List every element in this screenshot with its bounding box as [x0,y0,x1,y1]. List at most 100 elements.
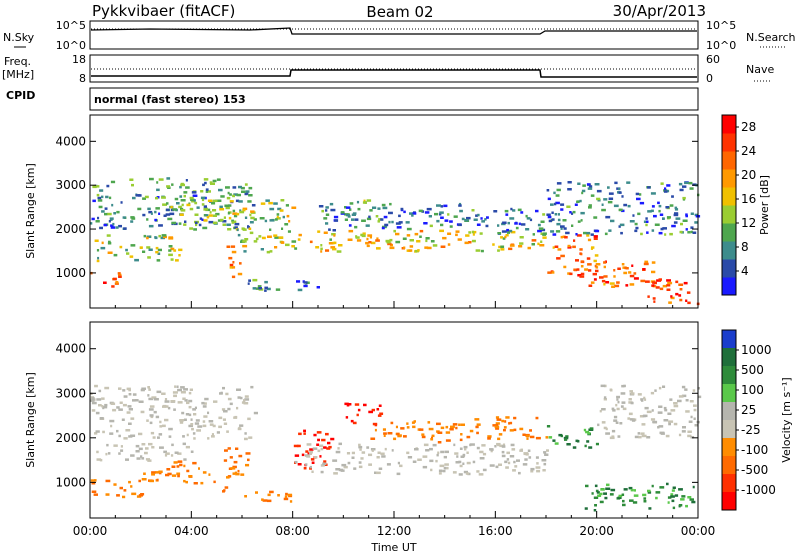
power-colorbar-label: 16 [741,192,756,206]
power-cell [596,189,602,193]
velocity-cell [598,492,603,496]
velocity-cell [411,421,415,424]
power-colorbar-swatch [722,259,736,278]
power-cell [119,245,123,249]
power-cell [633,272,637,275]
velocity-cell [176,472,181,475]
power-cell [179,195,183,198]
power-cell [580,211,585,215]
velocity-cell [188,391,192,395]
power-cell [618,225,621,228]
power-cell [480,217,483,220]
velocity-cell [546,425,551,428]
velocity-cell [99,458,103,462]
power-cell [461,217,465,221]
power-cell [227,204,232,207]
power-cell [538,227,544,230]
velocity-cell [587,432,591,435]
velocity-cell [487,435,492,438]
power-cell [688,181,693,185]
velocity-cell [687,496,692,499]
power-cell [659,287,664,291]
power-cell [623,271,628,275]
power-cell [252,287,257,290]
velocity-cell [514,465,518,468]
power-cell [618,191,622,194]
power-cell [334,219,339,222]
power-cell [249,231,254,235]
power-cell [131,183,134,187]
velocity-cell [105,493,110,496]
velocity-cell [143,472,146,475]
nsearch-tick-top: 10^5 [706,19,736,32]
velocity-colorbar-title: Velocity [m s⁻¹] [780,377,793,462]
power-cell [204,181,207,185]
velocity-cell [452,423,458,426]
power-cell [542,233,547,236]
velocity-cell [421,435,426,439]
velocity-cell [460,433,463,436]
velocity-cell [629,390,633,393]
velocity-cell [255,491,258,494]
power-cell [694,221,698,224]
velocity-cell [632,501,638,504]
velocity-cell [657,426,660,429]
power-cell [587,238,592,242]
power-cell [118,224,122,228]
power-cell [426,246,432,250]
power-cell [158,178,164,181]
velocity-cell [317,438,320,442]
power-cell [580,260,584,263]
power-cell [239,262,242,265]
velocity-cell [535,416,539,420]
power-cell [245,190,250,193]
velocity-cell [422,465,428,469]
velocity-cell [697,387,700,390]
velocity-cell [572,446,577,449]
power-cell [601,208,606,212]
velocity-cell [466,461,471,465]
power-cell [629,274,635,278]
velocity-cell [134,399,139,402]
power-cell [96,185,100,188]
power-cell [232,212,238,215]
power-cell [500,236,503,239]
power-cell [593,216,598,219]
velocity-cell [229,456,233,459]
velocity-cell [180,386,185,389]
velocity-cell [306,443,312,446]
power-cell [369,236,372,239]
velocity-cell [622,499,625,503]
power-cell [321,209,324,213]
velocity-cell [126,411,131,414]
velocity-colorbar-label: 500 [741,363,764,377]
velocity-cell [544,453,549,456]
velocity-cell [596,491,600,494]
velocity-cell [165,452,170,455]
power-cell [368,215,371,219]
power-cell [650,209,654,213]
velocity-colorbar-label: -1000 [741,483,776,497]
velocity-cell [188,399,193,403]
power-cell [442,236,447,240]
power-cell [624,266,627,270]
power-cell [424,246,429,249]
power-region [294,229,547,253]
velocity-cell [437,431,443,434]
velocity-cell [475,425,479,429]
power-cell [223,216,226,219]
velocity-cell [118,387,122,390]
velocity-cell [382,428,386,431]
velocity-cell [224,449,228,452]
velocity-cell [512,469,516,472]
power-cell [228,216,232,220]
xtick-label: 08:00 [275,524,310,538]
velocity-cell [216,431,220,434]
power-cell [674,212,679,215]
power-cell [588,204,592,207]
velocity-cell [588,446,593,449]
power-cell [101,195,104,199]
power-cell [363,199,366,203]
velocity-cell [128,480,131,484]
velocity-cell [190,423,194,426]
